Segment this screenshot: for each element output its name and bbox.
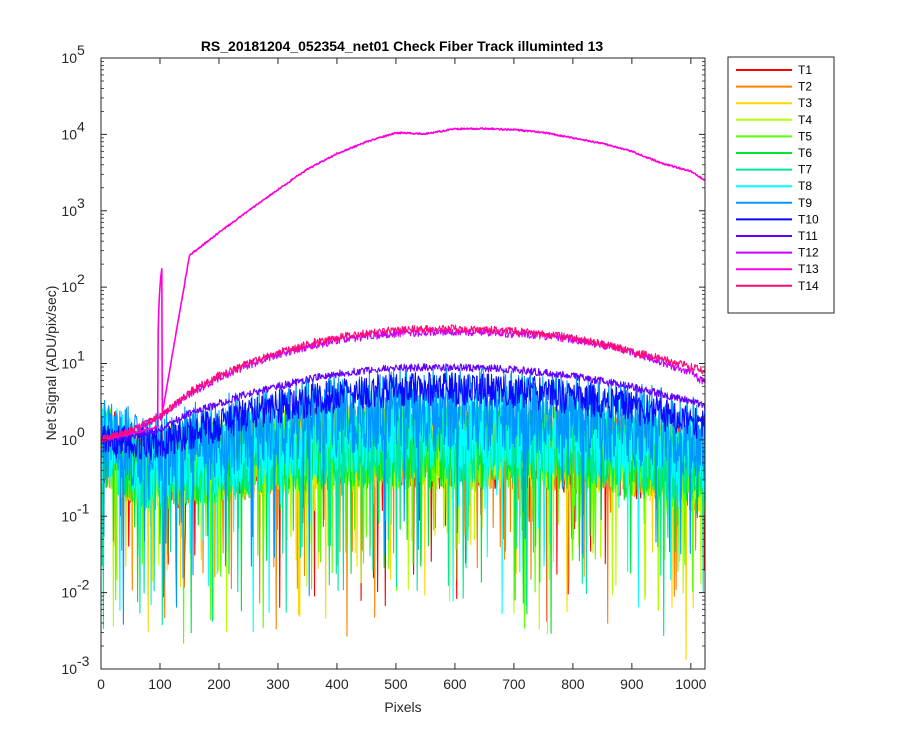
legend-label: T8 bbox=[798, 179, 812, 193]
x-axis-label: Pixels bbox=[384, 699, 421, 715]
legend-label: T12 bbox=[798, 246, 819, 260]
legend-label: T5 bbox=[798, 129, 812, 143]
y-tick-exponent: 5 bbox=[77, 42, 85, 58]
series-line-t10 bbox=[101, 371, 705, 461]
x-tick-label: 0 bbox=[97, 676, 105, 692]
y-tick-label: 10 bbox=[61, 203, 77, 219]
x-tick-label: 900 bbox=[620, 676, 644, 692]
y-tick-label: 10 bbox=[61, 356, 77, 372]
y-tick-label: 10 bbox=[61, 126, 77, 142]
y-tick-label: 10 bbox=[61, 661, 77, 677]
legend-label: T10 bbox=[798, 212, 819, 226]
series-line-t13 bbox=[101, 127, 705, 441]
legend[interactable]: T1 T2 T3 T4 T5 T6 T7 T8 T9 T10 T11 T12 T13 T14 bbox=[727, 56, 835, 314]
legend-label: T3 bbox=[798, 96, 812, 110]
legend-label: T4 bbox=[798, 113, 812, 127]
y-tick-exponent: -1 bbox=[77, 500, 90, 516]
x-tick-label: 300 bbox=[266, 676, 290, 692]
x-axis: 0 100 200 300 400 500 600 700 800 900 1000 bbox=[97, 58, 707, 692]
series-line-t11 bbox=[101, 363, 705, 444]
y-tick-label: 10 bbox=[61, 585, 77, 601]
y-tick-label: 10 bbox=[61, 279, 77, 295]
legend-label: T7 bbox=[798, 163, 812, 177]
legend-label: T14 bbox=[798, 279, 819, 293]
y-tick-exponent: 4 bbox=[77, 118, 85, 134]
x-tick-label: 400 bbox=[325, 676, 349, 692]
y-axis-label: Net Signal (ADU/pix/sec) bbox=[43, 286, 59, 441]
x-tick-label: 800 bbox=[561, 676, 585, 692]
y-tick-exponent: 3 bbox=[77, 195, 85, 211]
legend-label: T2 bbox=[798, 80, 812, 94]
x-tick-label: 100 bbox=[148, 676, 172, 692]
y-tick-exponent: 0 bbox=[77, 424, 85, 440]
legend-box bbox=[727, 56, 835, 314]
y-tick-label: 10 bbox=[61, 508, 77, 524]
y-tick-exponent: 1 bbox=[77, 348, 85, 364]
series-line-t14 bbox=[101, 324, 705, 443]
x-tick-label: 600 bbox=[443, 676, 467, 692]
plot-area bbox=[101, 58, 705, 669]
y-tick-exponent: -2 bbox=[77, 577, 90, 593]
y-tick-exponent: -3 bbox=[77, 653, 90, 669]
y-tick-label: 10 bbox=[61, 432, 77, 448]
chart-title: RS_20181204_052354_net01 Check Fiber Tra… bbox=[201, 38, 604, 54]
legend-label: T9 bbox=[798, 196, 812, 210]
legend-label: T6 bbox=[798, 146, 812, 160]
x-tick-label: 500 bbox=[384, 676, 408, 692]
y-tick-label: 10 bbox=[61, 50, 77, 66]
x-tick-label: 700 bbox=[502, 676, 526, 692]
legend-label: T13 bbox=[798, 262, 819, 276]
legend-label: T1 bbox=[798, 63, 812, 77]
series-layer bbox=[101, 127, 705, 660]
x-tick-label: 200 bbox=[207, 676, 231, 692]
y-tick-exponent: 2 bbox=[77, 271, 85, 287]
x-tick-label: 1000 bbox=[675, 676, 706, 692]
legend-label: T11 bbox=[798, 229, 818, 243]
